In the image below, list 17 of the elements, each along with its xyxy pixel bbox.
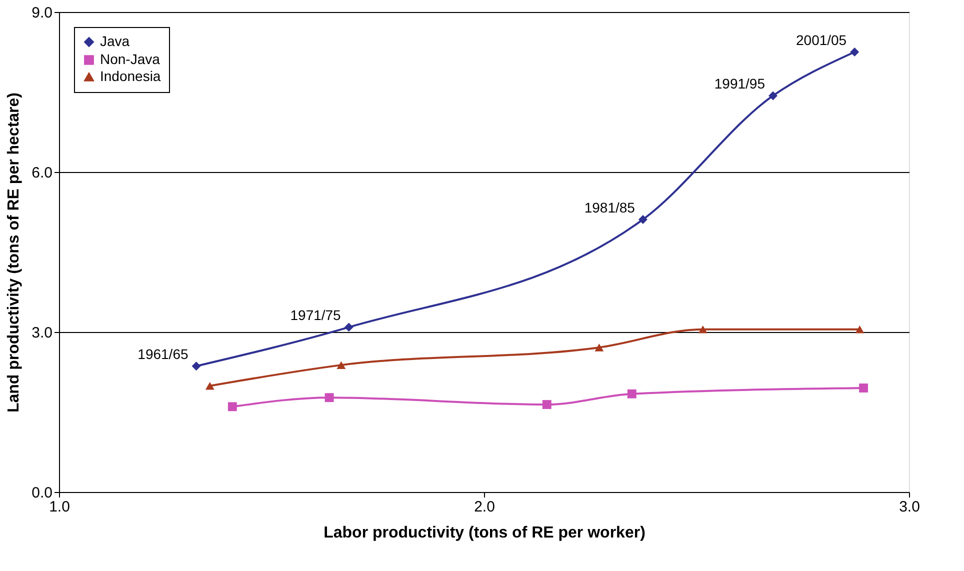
- legend-label: Java: [100, 33, 130, 49]
- y-tick-label: 3.0: [32, 324, 52, 342]
- y-tick-label: 0.0: [32, 484, 52, 502]
- y-tick-label: 9.0: [32, 4, 52, 22]
- annotation: 2001/05: [796, 32, 847, 48]
- legend-label: Non-Java: [100, 51, 160, 67]
- legend-label: Indonesia: [100, 68, 161, 84]
- x-tick-label: 3.0: [899, 498, 920, 516]
- y-axis-title: Land productivity (tons of RE per hectare): [6, 92, 23, 413]
- x-axis-title: Labor productivity (tons of RE per worker): [324, 524, 646, 542]
- annotation: 1981/85: [584, 199, 636, 216]
- annotation: 1961/65: [138, 346, 188, 362]
- annotation: 1971/75: [290, 307, 342, 324]
- x-tick-label: 1.0: [49, 498, 70, 516]
- y-tick-label: 6.0: [32, 164, 52, 182]
- annotation: 1991/95: [714, 76, 766, 92]
- x-tick-label: 2.0: [474, 498, 495, 516]
